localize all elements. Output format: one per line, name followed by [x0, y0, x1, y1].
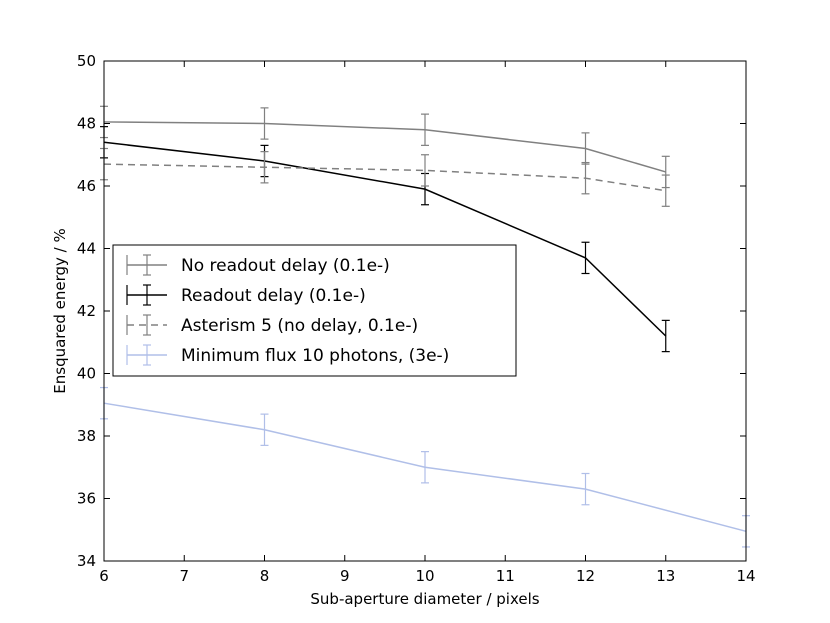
x-tick-label: 7 — [179, 567, 189, 585]
series-4 — [100, 386, 750, 548]
x-tick-label: 11 — [496, 567, 515, 585]
y-tick-label: 34 — [77, 552, 96, 570]
x-tick-label: 13 — [656, 567, 675, 585]
plot-area — [100, 105, 750, 548]
axis-ticks: 6 7 8 9 10 11 12 13 14 34 36 38 40 42 44 46 48 50 — [77, 52, 756, 585]
legend-box — [112, 244, 517, 377]
legend-label: Readout delay (0.1e-) — [181, 286, 366, 306]
legend-label: No readout delay (0.1e-) — [181, 256, 390, 276]
y-tick-label: 42 — [77, 302, 96, 320]
legend-label: Asterism 5 (no delay, 0.1e-) — [181, 316, 418, 336]
y-tick-label: 46 — [77, 177, 96, 195]
y-tick-label: 38 — [77, 427, 96, 445]
legend-label: Minimum flux 10 photons, (3e-) — [181, 346, 449, 366]
x-tick-label: 10 — [415, 567, 434, 585]
legend: No readout delay (0.1e-) Readout delay (0… — [112, 244, 517, 377]
series-line — [103, 163, 666, 192]
x-tick-label: 6 — [99, 567, 109, 585]
x-tick-label: 12 — [576, 567, 595, 585]
x-tick-label: 8 — [260, 567, 270, 585]
legend-entry: Minimum flux 10 photons, (3e-) — [126, 344, 449, 366]
series-1 — [100, 105, 670, 189]
y-axis-label: Ensquared energy / % — [51, 228, 69, 393]
y-tick-label: 40 — [77, 365, 96, 383]
series-3 — [100, 147, 670, 207]
y-tick-label: 36 — [77, 490, 96, 508]
x-tick-label: 9 — [340, 567, 350, 585]
legend-entry: No readout delay (0.1e-) — [126, 254, 390, 276]
y-tick-label: 44 — [77, 240, 96, 258]
legend-entry: Asterism 5 (no delay, 0.1e-) — [126, 314, 418, 336]
x-axis-label: Sub-aperture diameter / pixels — [310, 590, 539, 608]
y-tick-label: 48 — [77, 115, 96, 133]
y-tick-label: 50 — [77, 52, 96, 70]
series-line — [103, 121, 666, 173]
x-tick-label: 14 — [736, 567, 755, 585]
legend-entry: Readout delay (0.1e-) — [126, 284, 366, 306]
